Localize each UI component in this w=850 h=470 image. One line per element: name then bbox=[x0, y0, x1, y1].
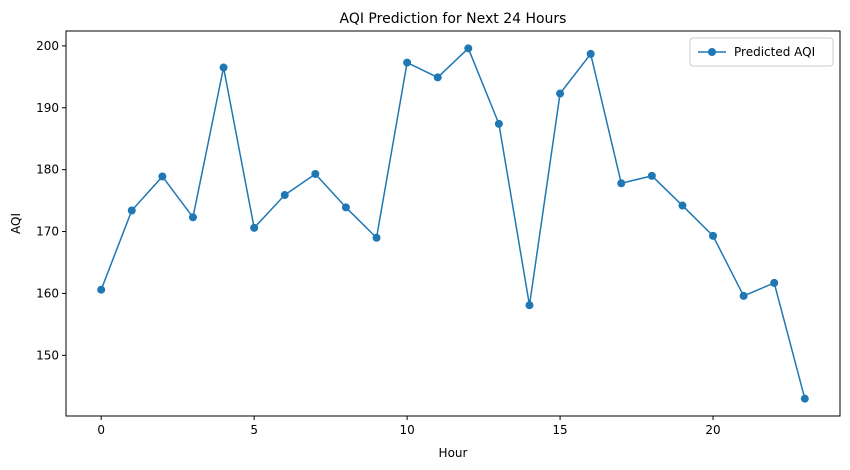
y-tick-label: 170 bbox=[36, 225, 59, 239]
series-line-predicted-aqi bbox=[100, 47, 806, 399]
data-point bbox=[250, 223, 259, 232]
x-tick-label: 0 bbox=[97, 423, 105, 437]
x-tick-label: 10 bbox=[399, 423, 414, 437]
data-point bbox=[311, 169, 320, 178]
plot-area bbox=[65, 30, 841, 417]
data-point bbox=[188, 213, 197, 222]
data-point bbox=[709, 231, 718, 240]
data-point bbox=[678, 201, 687, 210]
data-point bbox=[127, 206, 136, 215]
series-layer bbox=[97, 44, 809, 403]
data-point bbox=[341, 203, 350, 212]
x-tick-label: 5 bbox=[250, 423, 258, 437]
data-point bbox=[158, 172, 167, 181]
data-point bbox=[739, 291, 748, 300]
x-axis-label: Hour bbox=[439, 446, 468, 460]
y-axis: 150 160 170 180 190 200 bbox=[36, 39, 66, 362]
data-point bbox=[770, 278, 779, 287]
data-point bbox=[433, 73, 442, 82]
legend-box bbox=[689, 37, 834, 67]
y-axis-label: AQI bbox=[9, 213, 23, 234]
legend-entry-predicted-aqi: Predicted AQI bbox=[734, 45, 815, 59]
data-point bbox=[219, 63, 228, 72]
data-point bbox=[586, 49, 595, 58]
data-point bbox=[372, 233, 381, 242]
y-tick-label: 180 bbox=[36, 163, 59, 177]
data-point bbox=[464, 44, 473, 53]
x-axis: 0 5 10 15 20 bbox=[97, 416, 721, 437]
chart-title: AQI Prediction for Next 24 Hours bbox=[340, 11, 567, 27]
y-tick-label: 160 bbox=[36, 286, 59, 300]
data-point bbox=[800, 394, 809, 403]
data-point bbox=[280, 191, 289, 200]
data-point bbox=[525, 301, 534, 310]
data-point bbox=[556, 89, 565, 98]
y-tick-label: 150 bbox=[36, 348, 59, 362]
y-tick-label: 190 bbox=[36, 101, 59, 115]
legend-marker-swatch bbox=[708, 48, 716, 56]
data-point bbox=[494, 119, 503, 128]
legend: Predicted AQI bbox=[689, 37, 834, 67]
data-point bbox=[403, 58, 412, 67]
data-point bbox=[617, 179, 626, 188]
data-point bbox=[647, 171, 656, 180]
x-tick-label: 20 bbox=[705, 423, 720, 437]
x-tick-label: 15 bbox=[552, 423, 567, 437]
y-tick-label: 200 bbox=[36, 39, 59, 53]
data-point bbox=[97, 285, 106, 294]
